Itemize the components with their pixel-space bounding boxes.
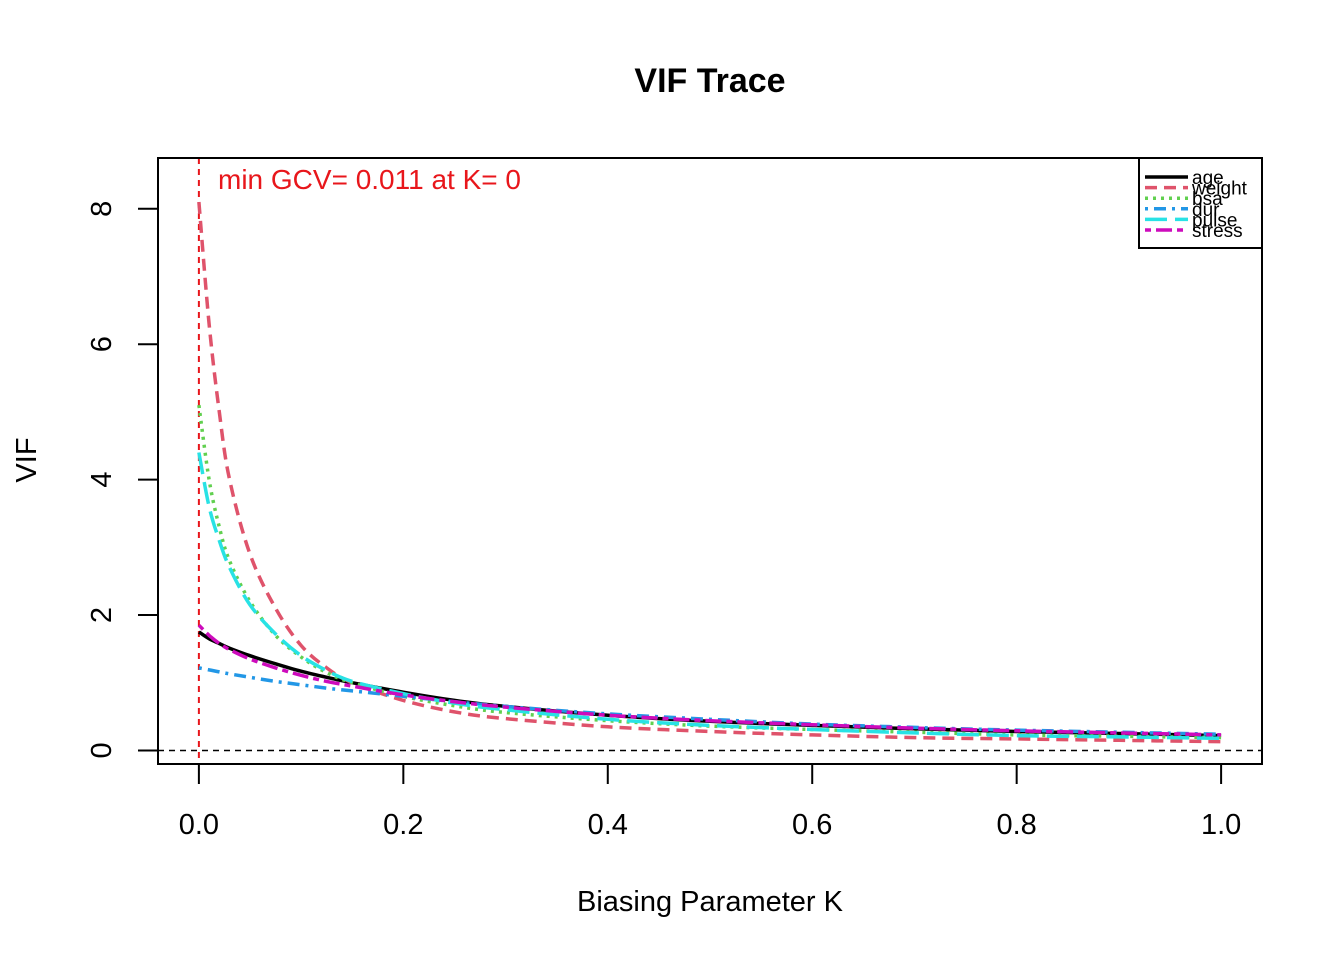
x-tick-label: 0.2 xyxy=(383,809,423,841)
series-line-stress xyxy=(197,623,1222,737)
y-tick-label: 4 xyxy=(86,472,118,488)
chart-title: VIF Trace xyxy=(634,62,785,100)
y-tick-label: 2 xyxy=(86,607,118,623)
x-tick-label: 0.6 xyxy=(792,809,832,841)
legend-label-stress: stress xyxy=(1192,221,1243,242)
series-line-dur xyxy=(198,666,1222,736)
legend-label-pulse: pulse xyxy=(1192,210,1237,231)
series-line-bsa xyxy=(197,404,1222,740)
legend-box xyxy=(1138,157,1263,249)
y-axis: 0 2 4 6 8 xyxy=(86,201,159,759)
series-line-pulse xyxy=(197,452,1222,741)
x-tick-label: 0.4 xyxy=(588,809,628,841)
series-lines xyxy=(197,201,1222,744)
gcv-annotation: min GCV= 0.011 at K= 0 xyxy=(218,164,521,195)
y-axis-label: VIF xyxy=(11,437,43,482)
y-tick-label: 0 xyxy=(86,742,118,758)
reference-lines xyxy=(158,158,1262,764)
y-tick-label: 6 xyxy=(86,336,118,352)
legend-label-dur: dur xyxy=(1192,200,1220,221)
x-tick-label: 0.8 xyxy=(997,809,1037,841)
x-axis-label: Biasing Parameter K xyxy=(577,886,844,918)
x-tick-label: 0.0 xyxy=(179,809,219,841)
y-tick-label: 8 xyxy=(86,201,118,217)
legend-label-weight: weight xyxy=(1191,179,1248,200)
legend-label-age: age xyxy=(1192,168,1224,189)
series-line-weight xyxy=(197,201,1222,744)
legend-label-bsa: bsa xyxy=(1192,189,1223,210)
x-axis: 0.0 0.2 0.4 0.6 0.8 1.0 xyxy=(179,763,1241,841)
plot-frame xyxy=(157,157,1263,765)
x-tick-label: 1.0 xyxy=(1201,809,1241,841)
